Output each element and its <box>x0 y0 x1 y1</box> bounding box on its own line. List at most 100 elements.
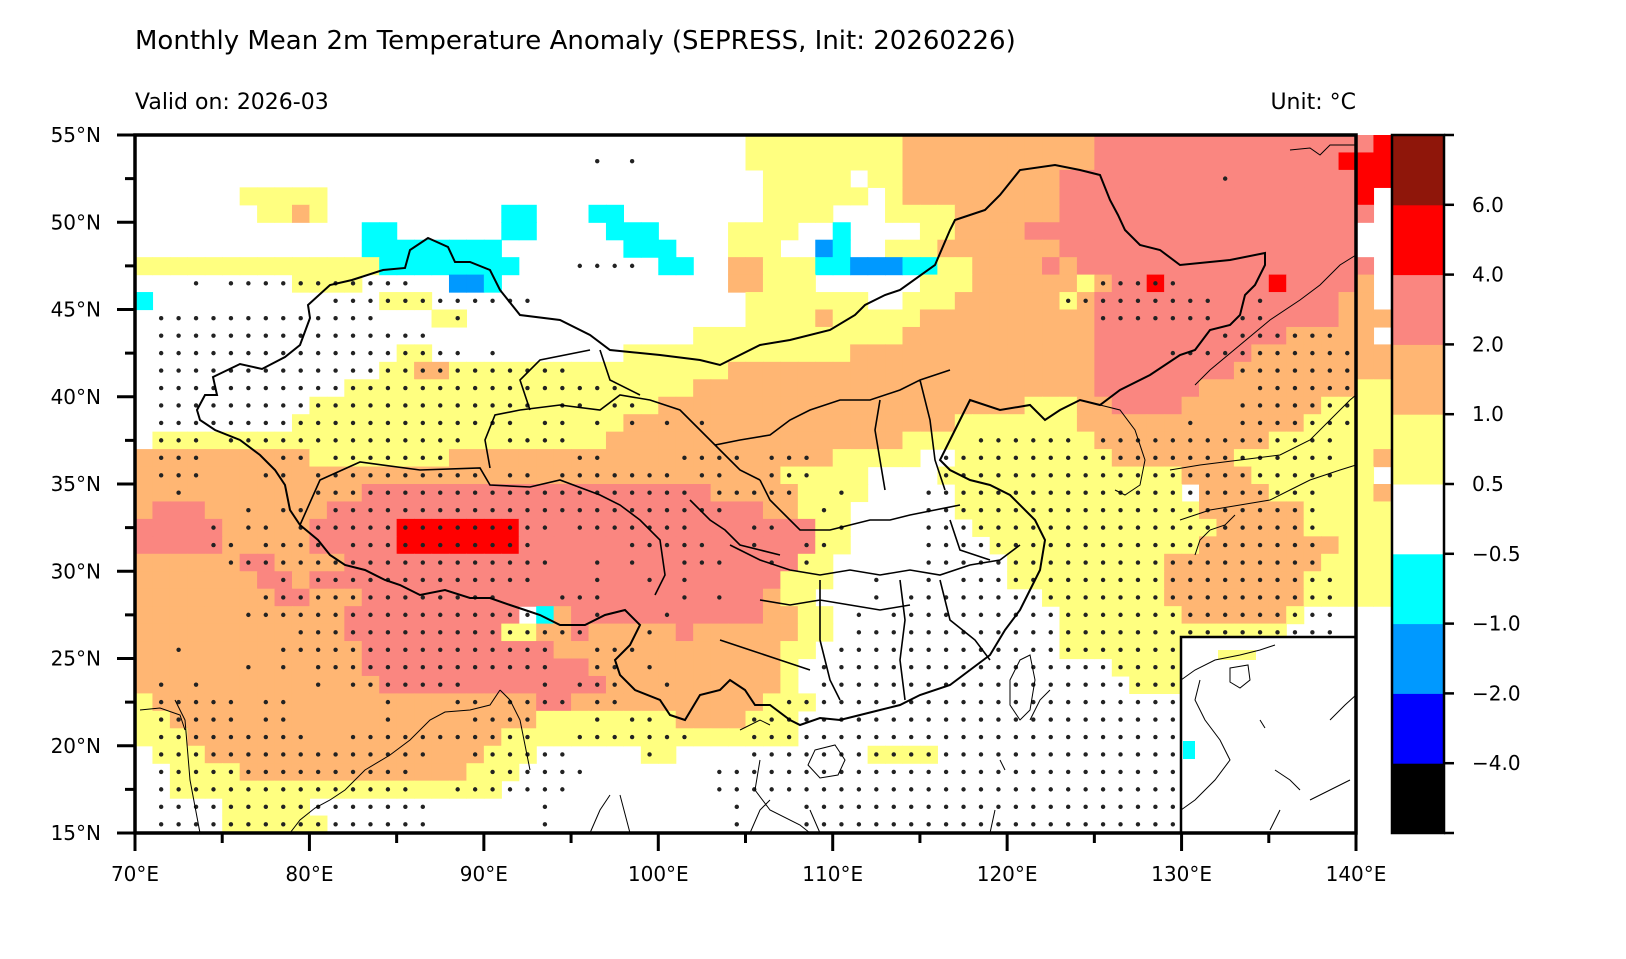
anomaly-cell <box>204 501 223 520</box>
anomaly-cell <box>867 344 886 363</box>
significance-dot <box>682 490 687 495</box>
anomaly-cell <box>1373 361 1392 380</box>
significance-dot <box>1257 368 1263 373</box>
anomaly-cell <box>135 449 154 468</box>
anomaly-cell <box>187 623 206 642</box>
anomaly-cell <box>954 361 973 380</box>
anomaly-cell <box>1303 309 1322 328</box>
anomaly-cell <box>169 606 188 625</box>
anomaly-cell <box>850 379 869 398</box>
anomaly-cell <box>1321 274 1340 293</box>
significance-dot <box>1292 438 1298 443</box>
significance-dot <box>1048 577 1053 583</box>
significance-dot <box>752 769 757 775</box>
significance-dot <box>193 822 199 827</box>
significance-dot <box>455 647 460 652</box>
significance-dot <box>961 804 966 810</box>
anomaly-cell <box>762 309 781 328</box>
anomaly-cell <box>1059 169 1078 188</box>
anomaly-cell <box>815 553 834 572</box>
significance-dot <box>1153 595 1158 600</box>
anomaly-cell <box>728 623 747 642</box>
anomaly-cell <box>972 309 991 328</box>
significance-dot <box>193 473 199 478</box>
anomaly-cell <box>832 326 851 345</box>
anomaly-cell <box>152 571 171 590</box>
anomaly-cell <box>1356 361 1375 380</box>
significance-dot <box>542 752 548 757</box>
anomaly-cell <box>1164 379 1183 398</box>
anomaly-cell <box>1251 169 1270 188</box>
anomaly-cell <box>1268 257 1287 276</box>
significance-dot <box>281 385 286 391</box>
significance-dot <box>909 804 914 810</box>
significance-dot <box>926 647 931 652</box>
significance-dot <box>507 769 513 775</box>
significance-dot <box>368 612 373 618</box>
significance-dot <box>1048 525 1053 530</box>
significance-dot <box>821 822 827 827</box>
anomaly-cell <box>152 641 171 660</box>
anomaly-cell <box>536 466 555 485</box>
anomaly-cell <box>309 187 328 206</box>
significance-dot <box>1118 822 1123 827</box>
anomaly-cell <box>815 309 834 328</box>
anomaly-cell <box>187 606 206 625</box>
significance-dot <box>612 507 617 513</box>
significance-dot <box>612 385 617 391</box>
anomaly-cell <box>972 257 991 276</box>
anomaly-cell <box>815 326 834 345</box>
significance-dot <box>1118 612 1123 618</box>
significance-dot <box>577 473 582 478</box>
significance-dot <box>769 787 774 792</box>
significance-dot <box>856 787 862 792</box>
anomaly-cell <box>989 204 1008 223</box>
significance-dot <box>403 804 408 810</box>
significance-dot <box>542 368 548 373</box>
significance-dot <box>403 647 408 652</box>
anomaly-cell <box>780 379 799 398</box>
significance-dot <box>577 734 582 740</box>
anomaly-cell <box>135 484 154 503</box>
anomaly-cell <box>885 309 904 328</box>
anomaly-cell <box>1024 326 1043 345</box>
significance-dot <box>472 473 478 478</box>
anomaly-cell <box>1199 379 1218 398</box>
significance-dot <box>403 525 408 530</box>
anomaly-cell <box>780 641 799 660</box>
anomaly-cell <box>640 431 659 450</box>
significance-dot <box>961 699 966 705</box>
significance-dot <box>350 595 356 600</box>
anomaly-cell <box>1268 292 1287 311</box>
anomaly-cell <box>1356 257 1375 276</box>
anomaly-cell <box>989 379 1008 398</box>
anomaly-cell <box>675 623 694 642</box>
significance-dot <box>193 682 199 687</box>
significance-dot <box>1153 769 1158 775</box>
significance-dot <box>1292 595 1298 600</box>
significance-dot <box>507 612 513 618</box>
anomaly-cell <box>902 396 921 415</box>
anomaly-cell <box>1338 222 1357 241</box>
anomaly-cell <box>762 693 781 712</box>
significance-dot <box>1031 595 1036 600</box>
anomaly-cell <box>937 257 956 276</box>
anomaly-cell <box>553 641 572 660</box>
anomaly-cell <box>972 344 991 363</box>
anomaly-cell <box>204 571 223 590</box>
significance-dot <box>1065 717 1071 722</box>
anomaly-cell <box>1007 292 1026 311</box>
anomaly-cell <box>623 431 642 450</box>
anomaly-cell <box>1024 414 1043 433</box>
anomaly-cell <box>780 222 799 241</box>
anomaly-cell <box>1129 396 1148 415</box>
significance-dot <box>1135 630 1141 635</box>
significance-dot <box>1292 525 1298 530</box>
anomaly-cell <box>745 675 764 694</box>
significance-dot <box>385 403 391 408</box>
anomaly-cell <box>780 431 799 450</box>
significance-dot <box>1170 455 1176 461</box>
anomaly-cell <box>291 710 311 729</box>
anomaly-cell <box>780 292 799 311</box>
significance-dot <box>176 734 181 740</box>
